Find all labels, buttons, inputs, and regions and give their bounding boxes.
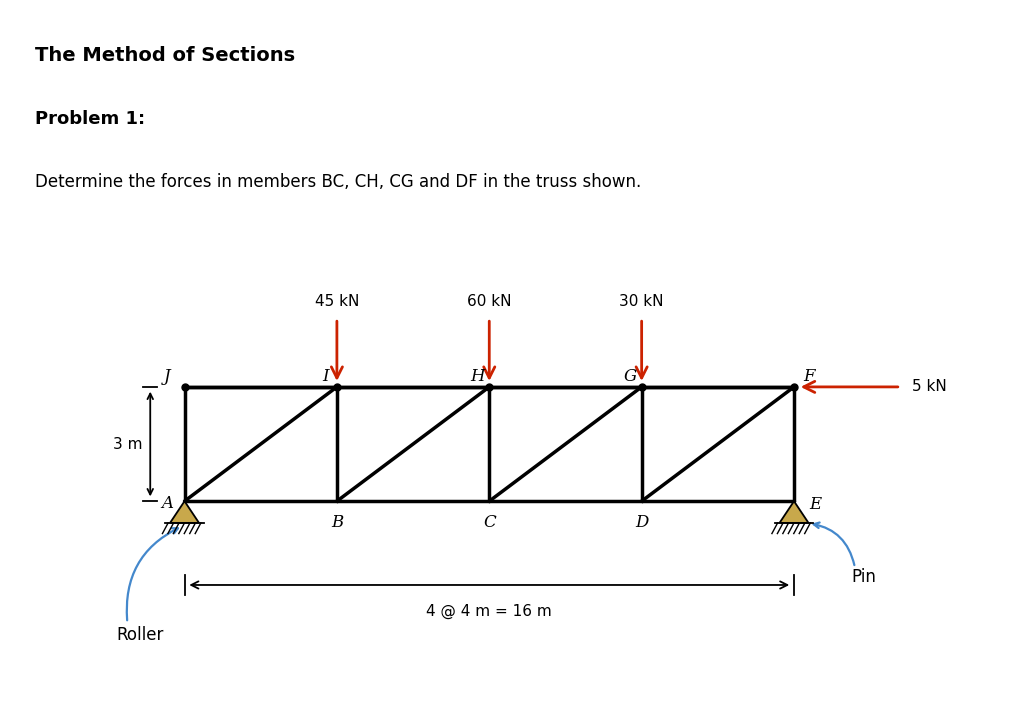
Text: Pin: Pin: [851, 568, 876, 586]
Text: 45 kN: 45 kN: [314, 294, 359, 309]
Text: 30 kN: 30 kN: [620, 294, 664, 309]
Polygon shape: [779, 501, 809, 523]
Text: I: I: [323, 368, 329, 385]
Text: The Method of Sections: The Method of Sections: [35, 46, 295, 65]
Text: 5 kN: 5 kN: [912, 380, 947, 395]
Text: F: F: [804, 368, 815, 385]
Polygon shape: [170, 501, 199, 523]
Text: H: H: [471, 368, 485, 385]
Text: J: J: [164, 368, 171, 385]
Text: E: E: [809, 496, 821, 513]
Text: 60 kN: 60 kN: [467, 294, 512, 309]
Text: Roller: Roller: [116, 626, 164, 643]
Text: Problem 1:: Problem 1:: [35, 110, 145, 127]
Text: G: G: [624, 368, 637, 385]
Text: C: C: [483, 513, 496, 531]
Text: B: B: [331, 513, 343, 531]
Text: A: A: [162, 495, 173, 512]
Text: Determine the forces in members BC, CH, CG and DF in the truss shown.: Determine the forces in members BC, CH, …: [35, 173, 641, 191]
Text: 4 @ 4 m = 16 m: 4 @ 4 m = 16 m: [426, 604, 552, 619]
Text: 3 m: 3 m: [113, 436, 142, 452]
Text: D: D: [635, 513, 648, 531]
